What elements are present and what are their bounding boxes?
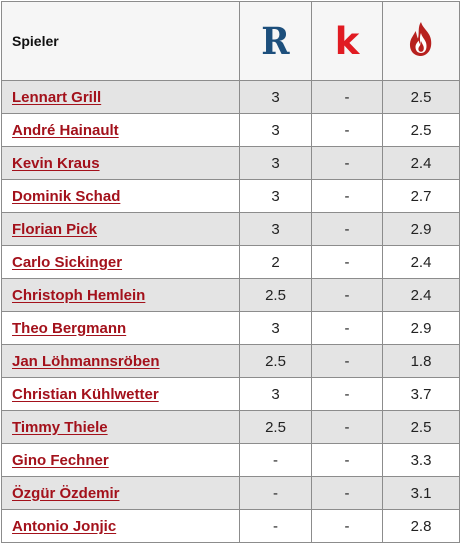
player-name-cell: Christian Kühlwetter [1,377,240,411]
k-rating-icon: k [334,19,360,63]
player-name-cell: Gino Fechner [1,443,240,477]
rating-k-cell: - [311,377,383,411]
rating-flame-cell: 2.4 [382,245,460,279]
player-link[interactable]: Antonio Jonjic [12,517,117,535]
column-header-flame [382,1,460,81]
player-name-cell: Carlo Sickinger [1,245,240,279]
table-body: Lennart Grill 3-2.5 André Hainault 3-2.5 Kev… [1,80,460,543]
rating-flame-cell: 2.9 [382,311,460,345]
table-row: Jan Löhmannsröben 2.5-1.8 [1,344,460,378]
column-header-k: k [311,1,383,81]
rating-flame-cell: 2.8 [382,509,460,543]
rating-k-cell: - [311,509,383,543]
player-link[interactable]: Dominik Schad [12,187,121,205]
r-rating-icon: R [261,18,290,63]
rating-k-cell: - [311,212,383,246]
player-link[interactable]: Lennart Grill [12,88,102,106]
rating-r-cell: 3 [239,311,312,345]
rating-k-cell: - [311,179,383,213]
player-link[interactable]: Theo Bergmann [12,319,127,337]
rating-k-cell: - [311,113,383,147]
table-header: Spieler R k [1,1,460,81]
rating-r-cell: - [239,509,312,543]
rating-k-cell: - [311,410,383,444]
player-name-cell: Kevin Kraus [1,146,240,180]
column-header-player: Spieler [1,1,240,81]
rating-flame-cell: 3.1 [382,476,460,510]
rating-k-cell: - [311,443,383,477]
rating-k-cell: - [311,311,383,345]
table-row: Kevin Kraus 3-2.4 [1,146,460,180]
rating-flame-cell: 2.7 [382,179,460,213]
rating-r-cell: 3 [239,377,312,411]
player-name-cell: Antonio Jonjic [1,509,240,543]
player-name-cell: Özgür Özdemir [1,476,240,510]
rating-flame-cell: 2.4 [382,146,460,180]
rating-k-cell: - [311,344,383,378]
rating-flame-cell: 2.4 [382,278,460,312]
flame-rating-icon [406,21,436,57]
rating-r-cell: 3 [239,113,312,147]
player-link[interactable]: Özgür Özdemir [12,484,120,502]
rating-r-cell: 2.5 [239,410,312,444]
player-link[interactable]: Florian Pick [12,220,98,238]
player-name-cell: Jan Löhmannsröben [1,344,240,378]
player-link[interactable]: Kevin Kraus [12,154,100,172]
rating-r-cell: - [239,443,312,477]
table-row: Özgür Özdemir - -3.1 [1,476,460,510]
header-row: Spieler R k [1,1,460,81]
player-name-cell: André Hainault [1,113,240,147]
rating-k-cell: - [311,146,383,180]
table-row: Dominik Schad 3-2.7 [1,179,460,213]
table-row: Lennart Grill 3-2.5 [1,80,460,114]
rating-flame-cell: 2.9 [382,212,460,246]
table-row: Florian Pick 3-2.9 [1,212,460,246]
player-link[interactable]: Jan Löhmannsröben [12,352,160,370]
player-link[interactable]: Christoph Hemlein [12,286,146,304]
rating-flame-cell: 2.5 [382,80,460,114]
rating-k-cell: - [311,476,383,510]
player-name-cell: Theo Bergmann [1,311,240,345]
table-row: Gino Fechner - -3.3 [1,443,460,477]
rating-flame-cell: 1.8 [382,344,460,378]
rating-r-cell: 2 [239,245,312,279]
player-name-cell: Florian Pick [1,212,240,246]
table-row: Antonio Jonjic - -2.8 [1,509,460,543]
player-link[interactable]: Carlo Sickinger [12,253,123,271]
player-ratings-table: Spieler R k Lenna [1,1,460,543]
rating-r-cell: 3 [239,146,312,180]
rating-flame-cell: 2.5 [382,113,460,147]
rating-r-cell: - [239,476,312,510]
table-row: André Hainault 3-2.5 [1,113,460,147]
rating-flame-cell: 2.5 [382,410,460,444]
player-link[interactable]: Gino Fechner [12,451,109,469]
table-row: Theo Bergmann 3-2.9 [1,311,460,345]
player-name-cell: Lennart Grill [1,80,240,114]
rating-r-cell: 3 [239,80,312,114]
player-name-cell: Timmy Thiele [1,410,240,444]
rating-k-cell: - [311,245,383,279]
player-link[interactable]: Christian Kühlwetter [12,385,159,403]
table-row: Christian Kühlwetter 3-3.7 [1,377,460,411]
rating-r-cell: 3 [239,179,312,213]
rating-flame-cell: 3.3 [382,443,460,477]
rating-r-cell: 2.5 [239,344,312,378]
player-link[interactable]: André Hainault [12,121,119,139]
rating-k-cell: - [311,278,383,312]
player-name-cell: Dominik Schad [1,179,240,213]
table-row: Timmy Thiele 2.5-2.5 [1,410,460,444]
rating-r-cell: 3 [239,212,312,246]
player-name-cell: Christoph Hemlein [1,278,240,312]
rating-r-cell: 2.5 [239,278,312,312]
column-header-r: R [239,1,312,81]
table-row: Christoph Hemlein 2.5-2.4 [1,278,460,312]
player-link[interactable]: Timmy Thiele [12,418,108,436]
table-row: Carlo Sickinger 2-2.4 [1,245,460,279]
rating-k-cell: - [311,80,383,114]
rating-flame-cell: 3.7 [382,377,460,411]
